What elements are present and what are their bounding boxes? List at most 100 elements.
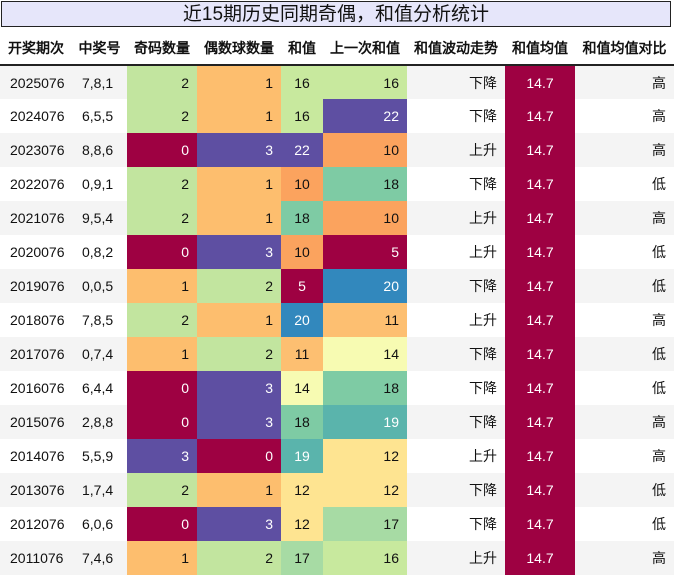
mean-cell: 14.7: [505, 337, 575, 371]
prev-sum-cell: 16: [323, 541, 407, 575]
even-count-cell: 3: [197, 405, 281, 439]
header-even-count[interactable]: 偶数球数量: [197, 31, 281, 66]
table-row[interactable]: 2014076 5,5,9 3 0 19 12 上升 14.7 高: [0, 439, 674, 473]
period-cell: 2017076: [0, 337, 72, 371]
table-row[interactable]: 2011076 7,4,6 1 2 17 16 上升 14.7 高: [0, 541, 674, 575]
numbers-cell: 6,5,5: [72, 99, 127, 133]
sum-cell: 18: [281, 405, 323, 439]
numbers-cell: 5,5,9: [72, 439, 127, 473]
trend-cell: 上升: [407, 439, 505, 473]
odd-count-cell: 3: [127, 439, 197, 473]
numbers-cell: 0,9,1: [72, 167, 127, 201]
table-row[interactable]: 2021076 9,5,4 2 1 18 10 上升 14.7 高: [0, 201, 674, 235]
period-cell: 2020076: [0, 235, 72, 269]
even-count-cell: 2: [197, 269, 281, 303]
mean-cell: 14.7: [505, 133, 575, 167]
period-cell: 2014076: [0, 439, 72, 473]
trend-cell: 下降: [407, 269, 505, 303]
header-prev-sum[interactable]: 上一次和值: [323, 31, 407, 66]
prev-sum-cell: 17: [323, 507, 407, 541]
period-cell: 2012076: [0, 507, 72, 541]
period-cell: 2025076: [0, 65, 72, 99]
header-row: 开奖期次 中奖号 奇码数量 偶数球数量 和值 上一次和值 和值波动走势 和值均值…: [0, 31, 674, 66]
mean-cell: 14.7: [505, 371, 575, 405]
numbers-cell: 2,8,8: [72, 405, 127, 439]
header-trend[interactable]: 和值波动走势: [407, 31, 505, 66]
trend-cell: 下降: [407, 337, 505, 371]
header-period[interactable]: 开奖期次: [0, 31, 72, 66]
table-row[interactable]: 2023076 8,8,6 0 3 22 10 上升 14.7 高: [0, 133, 674, 167]
even-count-cell: 2: [197, 541, 281, 575]
compare-cell: 低: [575, 337, 674, 371]
compare-cell: 高: [575, 201, 674, 235]
mean-cell: 14.7: [505, 507, 575, 541]
header-mean[interactable]: 和值均值: [505, 31, 575, 66]
numbers-cell: 0,8,2: [72, 235, 127, 269]
prev-sum-cell: 12: [323, 473, 407, 507]
prev-sum-cell: 14: [323, 337, 407, 371]
compare-cell: 高: [575, 405, 674, 439]
mean-cell: 14.7: [505, 167, 575, 201]
trend-cell: 下降: [407, 405, 505, 439]
mean-cell: 14.7: [505, 65, 575, 99]
mean-cell: 14.7: [505, 235, 575, 269]
trend-cell: 上升: [407, 133, 505, 167]
compare-cell: 高: [575, 541, 674, 575]
sum-cell: 14: [281, 371, 323, 405]
mean-cell: 14.7: [505, 405, 575, 439]
table-row[interactable]: 2017076 0,7,4 1 2 11 14 下降 14.7 低: [0, 337, 674, 371]
period-cell: 2022076: [0, 167, 72, 201]
compare-cell: 高: [575, 439, 674, 473]
compare-cell: 低: [575, 507, 674, 541]
sum-cell: 12: [281, 507, 323, 541]
numbers-cell: 7,8,5: [72, 303, 127, 337]
table-row[interactable]: 2012076 6,0,6 0 3 12 17 下降 14.7 低: [0, 507, 674, 541]
header-compare[interactable]: 和值均值对比: [575, 31, 674, 66]
trend-cell: 下降: [407, 507, 505, 541]
compare-cell: 低: [575, 235, 674, 269]
header-odd-count[interactable]: 奇码数量: [127, 31, 197, 66]
odd-count-cell: 0: [127, 405, 197, 439]
table-row[interactable]: 2020076 0,8,2 0 3 10 5 上升 14.7 低: [0, 235, 674, 269]
prev-sum-cell: 10: [323, 133, 407, 167]
odd-count-cell: 1: [127, 541, 197, 575]
prev-sum-cell: 18: [323, 167, 407, 201]
compare-cell: 高: [575, 99, 674, 133]
trend-cell: 上升: [407, 541, 505, 575]
numbers-cell: 7,4,6: [72, 541, 127, 575]
even-count-cell: 3: [197, 235, 281, 269]
period-cell: 2023076: [0, 133, 72, 167]
trend-cell: 下降: [407, 167, 505, 201]
table-row[interactable]: 2016076 6,4,4 0 3 14 18 下降 14.7 低: [0, 371, 674, 405]
table-row[interactable]: 2015076 2,8,8 0 3 18 19 下降 14.7 高: [0, 405, 674, 439]
header-numbers[interactable]: 中奖号: [72, 31, 127, 66]
trend-cell: 上升: [407, 235, 505, 269]
table-row[interactable]: 2022076 0,9,1 2 1 10 18 下降 14.7 低: [0, 167, 674, 201]
odd-count-cell: 2: [127, 303, 197, 337]
prev-sum-cell: 10: [323, 201, 407, 235]
compare-cell: 低: [575, 167, 674, 201]
even-count-cell: 1: [197, 167, 281, 201]
sum-cell: 20: [281, 303, 323, 337]
sum-cell: 10: [281, 235, 323, 269]
odd-count-cell: 1: [127, 337, 197, 371]
mean-cell: 14.7: [505, 303, 575, 337]
even-count-cell: 1: [197, 65, 281, 99]
period-cell: 2019076: [0, 269, 72, 303]
numbers-cell: 8,8,6: [72, 133, 127, 167]
table-row[interactable]: 2024076 6,5,5 2 1 16 22 下降 14.7 高: [0, 99, 674, 133]
table-row[interactable]: 2025076 7,8,1 2 1 16 16 下降 14.7 高: [0, 65, 674, 99]
header-sum[interactable]: 和值: [281, 31, 323, 66]
table-row[interactable]: 2019076 0,0,5 1 2 5 20 下降 14.7 低: [0, 269, 674, 303]
table-row[interactable]: 2013076 1,7,4 2 1 12 12 下降 14.7 低: [0, 473, 674, 507]
period-cell: 2021076: [0, 201, 72, 235]
odd-count-cell: 0: [127, 235, 197, 269]
odd-count-cell: 0: [127, 371, 197, 405]
table-row[interactable]: 2018076 7,8,5 2 1 20 11 上升 14.7 高: [0, 303, 674, 337]
even-count-cell: 1: [197, 201, 281, 235]
trend-cell: 下降: [407, 99, 505, 133]
period-cell: 2015076: [0, 405, 72, 439]
compare-cell: 高: [575, 65, 674, 99]
numbers-cell: 0,7,4: [72, 337, 127, 371]
trend-cell: 下降: [407, 473, 505, 507]
